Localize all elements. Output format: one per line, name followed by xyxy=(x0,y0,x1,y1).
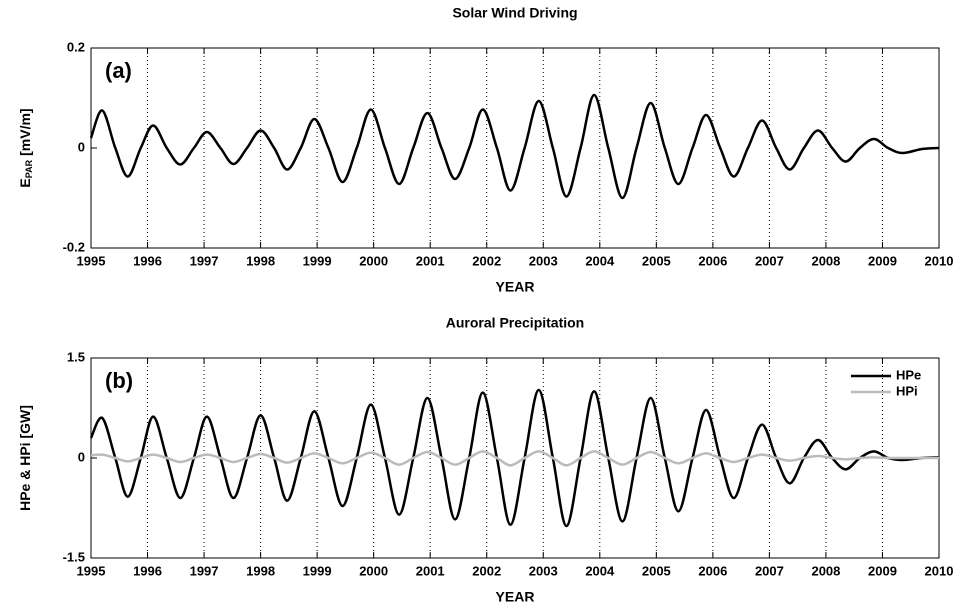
x-tick-label: 2009 xyxy=(868,253,897,268)
x-tick-label: 2007 xyxy=(755,563,784,578)
x-tick-label: 1998 xyxy=(246,253,275,268)
legend-label: HPe xyxy=(896,367,921,382)
x-tick-label: 2010 xyxy=(925,253,954,268)
x-tick-label: 1995 xyxy=(77,563,106,578)
series-line xyxy=(89,388,940,528)
x-tick-label: 2004 xyxy=(585,253,615,268)
y-axis-label-text: E xyxy=(17,178,33,187)
x-axis-label: YEAR xyxy=(496,589,535,605)
x-tick-label: 2006 xyxy=(698,563,727,578)
chart-title: Solar Wind Driving xyxy=(452,5,577,21)
x-tick-label: 2005 xyxy=(642,563,671,578)
series-line xyxy=(90,450,939,467)
x-tick-label: 2000 xyxy=(359,563,388,578)
x-tick-label: 1997 xyxy=(190,253,219,268)
x-tick-label: 1998 xyxy=(246,563,275,578)
y-axis-label: HPe & HPi [GW] xyxy=(17,405,33,511)
y-axis-label-text: HPe & HPi [GW] xyxy=(17,405,33,511)
y-axis-label: EPAR [mV/m] xyxy=(17,108,35,187)
y-tick-label: 1.5 xyxy=(67,349,85,364)
x-tick-label: 1999 xyxy=(303,253,332,268)
x-tick-label: 2007 xyxy=(755,253,784,268)
x-tick-label: 2010 xyxy=(925,563,954,578)
x-tick-label: 2008 xyxy=(811,253,840,268)
x-tick-label: 2000 xyxy=(359,253,388,268)
x-tick-label: 2006 xyxy=(698,253,727,268)
x-tick-label: 1999 xyxy=(303,563,332,578)
y-tick-label: -1.5 xyxy=(63,549,85,564)
series-line xyxy=(89,93,940,200)
x-tick-label: 1997 xyxy=(190,563,219,578)
x-axis-label: YEAR xyxy=(496,279,535,295)
x-tick-label: 2002 xyxy=(472,253,501,268)
y-tick-label: 0 xyxy=(78,449,85,464)
x-tick-label: 2008 xyxy=(811,563,840,578)
x-tick-label: 2003 xyxy=(529,563,558,578)
y-tick-label: -0.2 xyxy=(63,239,85,254)
x-tick-label: 2003 xyxy=(529,253,558,268)
x-tick-label: 2005 xyxy=(642,253,671,268)
x-tick-label: 1996 xyxy=(133,253,162,268)
chart-title: Auroral Precipitation xyxy=(446,315,584,331)
x-tick-label: 2001 xyxy=(416,253,445,268)
panel-label: (a) xyxy=(105,58,132,83)
x-tick-label: 2001 xyxy=(416,563,445,578)
x-tick-label: 2004 xyxy=(585,563,615,578)
panel-label: (b) xyxy=(105,368,133,393)
x-tick-label: 1995 xyxy=(77,253,106,268)
x-tick-label: 2002 xyxy=(472,563,501,578)
x-tick-label: 2009 xyxy=(868,563,897,578)
y-tick-label: 0.2 xyxy=(67,39,85,54)
y-axis-label-sub: PAR xyxy=(24,159,34,178)
x-tick-label: 1996 xyxy=(133,563,162,578)
legend-label: HPi xyxy=(896,383,918,398)
y-tick-label: 0 xyxy=(78,139,85,154)
plot-frame xyxy=(90,47,940,249)
y-axis-label-unit: [mV/m] xyxy=(17,108,33,155)
